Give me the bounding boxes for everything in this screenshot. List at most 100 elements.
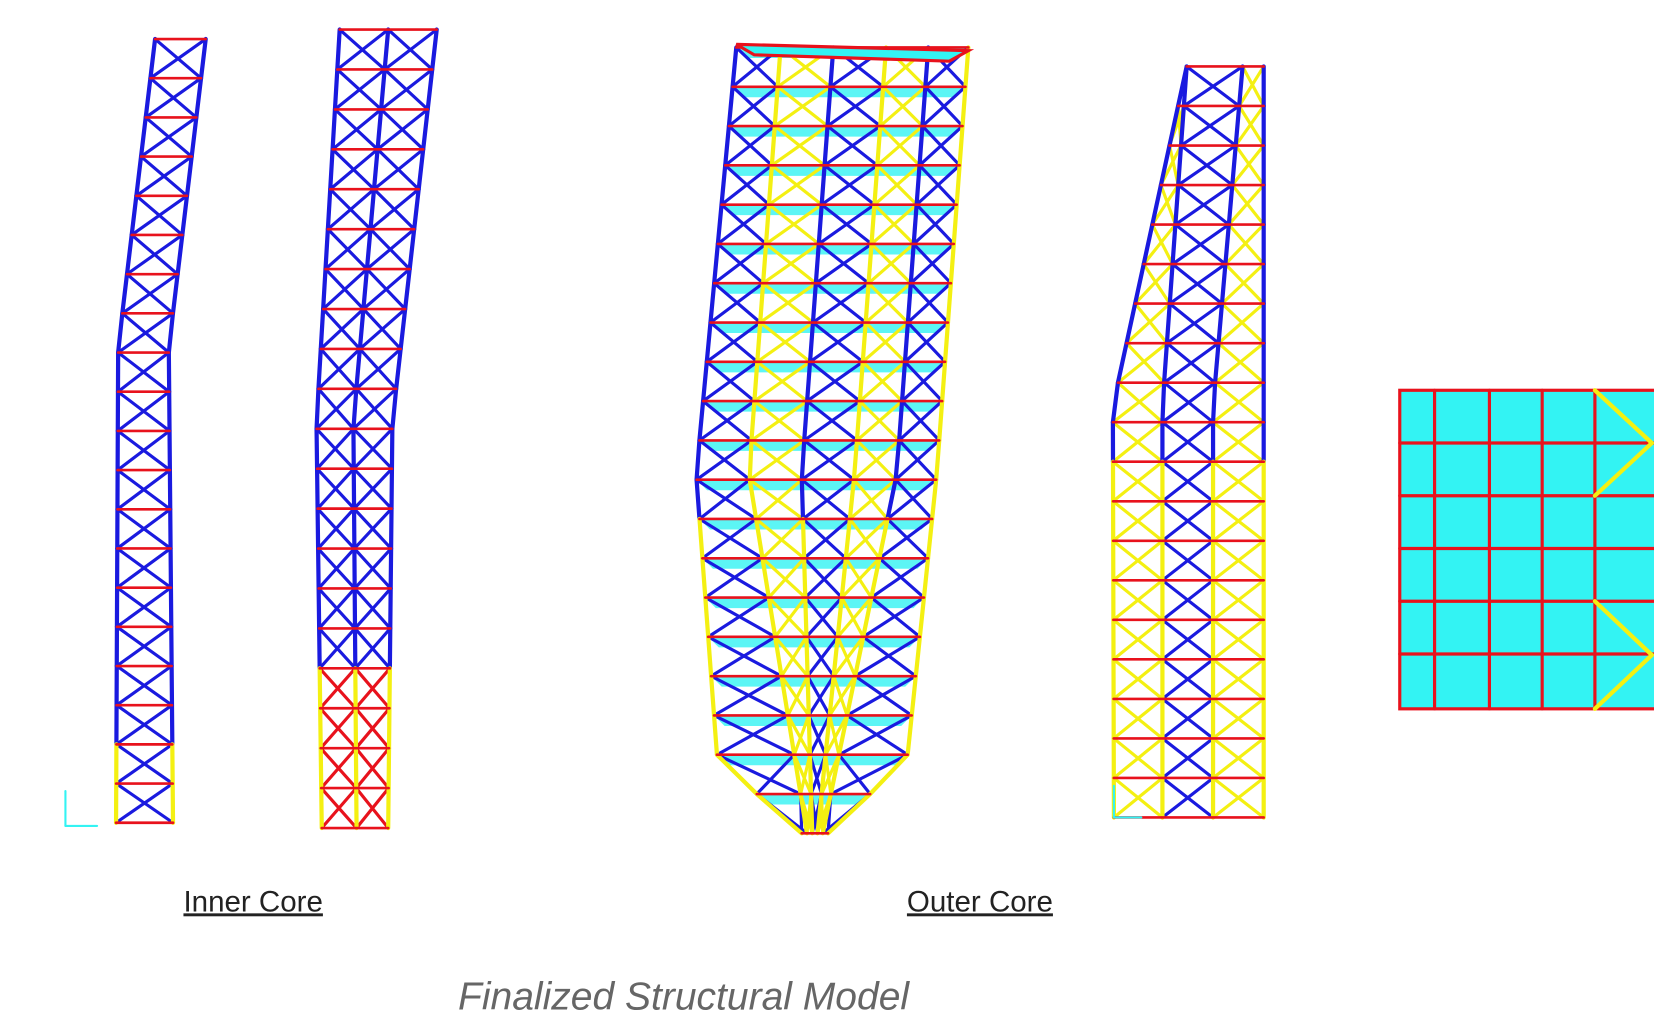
column — [808, 676, 809, 715]
column — [928, 519, 932, 558]
column — [132, 196, 137, 235]
column — [945, 323, 948, 362]
column — [1164, 343, 1167, 383]
column — [381, 69, 385, 109]
column — [127, 235, 132, 274]
column — [948, 283, 951, 322]
column — [367, 229, 371, 269]
column — [711, 676, 714, 715]
column — [319, 628, 320, 668]
caption: Finalized Structural Model — [458, 975, 910, 1018]
column — [317, 429, 318, 469]
column — [118, 313, 122, 352]
column — [333, 109, 335, 149]
inner-core-label: Inner Core — [183, 885, 322, 918]
column — [697, 480, 700, 519]
column — [1170, 264, 1173, 304]
column — [1175, 185, 1178, 225]
column — [803, 519, 804, 558]
column — [802, 440, 804, 479]
column — [1213, 383, 1215, 423]
column — [822, 165, 825, 204]
column — [775, 87, 778, 126]
column — [922, 87, 925, 126]
column — [920, 126, 923, 165]
column — [320, 708, 321, 748]
column — [1178, 146, 1181, 186]
column — [917, 165, 920, 204]
column — [816, 244, 819, 283]
column — [908, 283, 911, 322]
column — [401, 309, 406, 349]
column — [954, 205, 957, 244]
column — [136, 157, 141, 196]
column — [707, 323, 711, 362]
column — [1229, 185, 1232, 225]
brace — [378, 109, 428, 149]
column — [396, 349, 401, 389]
column — [714, 715, 717, 754]
column — [378, 109, 382, 149]
column — [385, 30, 389, 70]
column — [957, 165, 960, 204]
column — [1167, 304, 1170, 344]
column — [1162, 383, 1164, 423]
column — [337, 30, 339, 70]
column — [330, 149, 332, 189]
column — [902, 362, 905, 401]
column — [874, 165, 877, 204]
brace — [367, 229, 414, 269]
column — [374, 149, 378, 189]
column — [1113, 383, 1118, 423]
brace — [150, 39, 205, 78]
column — [370, 189, 374, 229]
column — [936, 440, 939, 479]
column — [146, 78, 151, 117]
column — [708, 637, 711, 676]
column — [414, 189, 419, 229]
column — [319, 588, 320, 628]
column — [318, 549, 319, 589]
brace — [141, 117, 196, 156]
column — [924, 558, 928, 597]
column — [963, 87, 966, 126]
column — [751, 401, 754, 440]
column — [321, 309, 323, 349]
column — [360, 309, 364, 349]
column — [326, 229, 328, 269]
column — [150, 39, 155, 78]
brace — [122, 274, 177, 313]
column — [178, 235, 183, 274]
column — [914, 205, 917, 244]
column — [182, 196, 187, 235]
column — [825, 126, 828, 165]
column — [317, 389, 319, 429]
column — [802, 480, 803, 519]
brace — [374, 149, 423, 189]
column — [769, 165, 772, 204]
column — [722, 165, 726, 204]
column — [323, 269, 325, 309]
column — [363, 269, 367, 309]
column — [912, 676, 916, 715]
column — [714, 244, 718, 283]
column — [869, 244, 872, 283]
column — [951, 244, 954, 283]
column — [880, 87, 883, 126]
column — [750, 440, 752, 479]
column — [942, 362, 945, 401]
column — [733, 47, 737, 86]
brace — [363, 269, 409, 309]
brace — [127, 235, 182, 274]
column — [932, 480, 936, 519]
column — [423, 109, 428, 149]
column — [703, 362, 707, 401]
column — [899, 401, 902, 440]
column — [763, 244, 766, 283]
column — [766, 205, 769, 244]
brace — [381, 69, 432, 109]
column — [187, 157, 192, 196]
brace — [370, 189, 418, 229]
column — [725, 126, 729, 165]
column — [805, 598, 806, 637]
